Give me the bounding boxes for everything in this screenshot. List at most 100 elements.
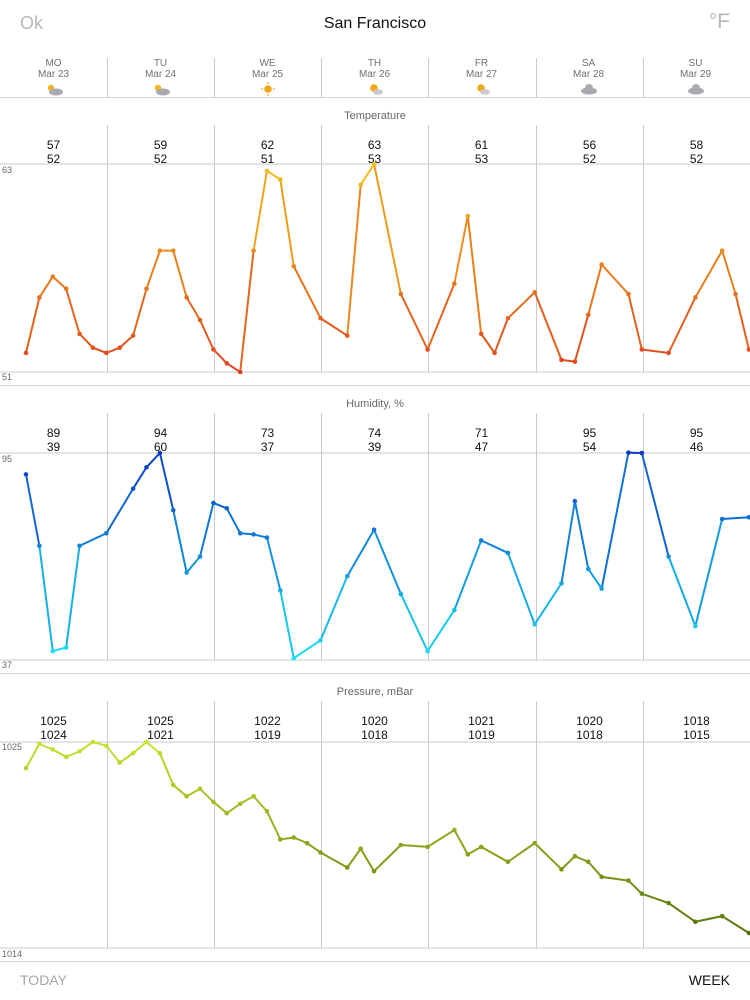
daily-max-value: 89 [46,426,61,440]
series-line-segment [158,752,175,787]
daily-stat: 63 53 [321,138,428,166]
series-line-segment [185,555,202,574]
series-line-segment [25,742,41,770]
daily-max-value: 95 [582,426,597,440]
temperature-min-label: 51 [2,372,13,382]
data-point [559,580,564,586]
day-divider [536,413,537,660]
data-point [465,852,471,857]
data-point [291,835,297,840]
series-line-segment [78,532,108,547]
data-point [63,645,69,650]
series-line-segment [212,501,228,510]
week-button[interactable]: WEEK [688,972,730,988]
data-point [746,930,750,936]
data-point [304,840,310,846]
data-point [237,801,243,807]
day-column-su[interactable]: SU Mar 29 [642,58,749,98]
series-line-segment [480,845,509,863]
daily-min-value: 1024 [40,728,67,742]
cloud-icon [535,82,642,96]
day-name: TU [153,58,168,69]
data-point [719,248,725,253]
data-point [733,291,738,297]
data-point [37,741,42,747]
series-line-segment [466,845,483,856]
day-date: Mar 28 [572,69,605,80]
daily-stat: 95 46 [643,426,750,454]
data-point [639,891,645,896]
day-divider [214,701,215,948]
day-column-tu[interactable]: TU Mar 24 [107,58,214,98]
data-point [170,782,176,788]
series-line-segment [91,346,108,354]
data-point [318,638,323,643]
ok-button[interactable]: Ok [20,13,44,33]
data-point [144,739,149,745]
series-line-segment [453,539,483,612]
daily-max-value: 62 [260,138,275,152]
daily-max-value: 1020 [576,714,603,728]
data-point [170,248,176,253]
day-column-mo[interactable]: MO Mar 23 [0,58,107,98]
series-line-segment [426,609,456,653]
day-divider [643,701,644,948]
data-point [666,350,671,356]
data-point [170,507,176,513]
data-point [90,345,96,351]
daily-min-value: 1015 [683,728,710,742]
data-point [559,867,564,872]
daily-stat: 94 60 [107,426,214,454]
day-divider [428,125,429,372]
series-line-segment [627,293,643,351]
series-line-segment [694,249,724,299]
data-point [251,248,256,253]
data-point [224,361,230,366]
series-line-segment [185,296,202,321]
series-line-segment [573,500,590,570]
series-line-segment [721,915,750,935]
series-line-segment [319,575,349,642]
series-line-segment [212,348,228,365]
day-column-sa[interactable]: SA Mar 28 [535,58,642,98]
day-divider [536,125,537,372]
day-name: WE [259,58,276,69]
data-point [559,357,564,363]
day-name: TH [367,58,382,69]
data-point [572,853,578,859]
series-line-segment [600,263,630,295]
daily-max-value: 61 [474,138,489,152]
series-line-segment [78,332,94,349]
daily-max-value: 63 [367,138,382,152]
daily-min-value: 52 [689,152,704,166]
day-column-th[interactable]: TH Mar 26 [321,58,428,98]
daily-stat: 61 53 [428,138,535,166]
data-point [184,794,189,799]
data-point [452,281,457,286]
today-button[interactable]: TODAY [20,972,67,988]
series-line-segment [91,741,108,747]
top-bar: Ok San Francisco °F [0,0,750,50]
data-point [318,315,323,321]
unit-toggle-button[interactable]: °F [708,10,730,33]
series-line-segment [25,473,41,547]
series-line-segment [373,528,402,595]
day-column-fr[interactable]: FR Mar 27 [428,58,535,98]
series-line-segment [239,249,255,373]
series-line-segment [373,844,402,873]
daily-max-value: 71 [474,426,489,440]
series-line-segment [105,744,121,764]
daily-max-value: 94 [153,426,168,440]
series-line-segment [453,829,469,856]
series-line-segment [225,802,242,815]
series-line-segment [185,787,202,798]
data-point [224,810,230,816]
day-column-we[interactable]: WE Mar 25 [214,58,321,98]
series-line-segment [252,169,268,252]
series-line-segment [118,752,135,764]
series-line-segment [319,851,349,869]
day-date: Mar 26 [358,69,391,80]
series-line-segment [319,317,349,337]
series-line-segment [132,741,148,755]
daily-max-value: 1021 [468,714,495,728]
